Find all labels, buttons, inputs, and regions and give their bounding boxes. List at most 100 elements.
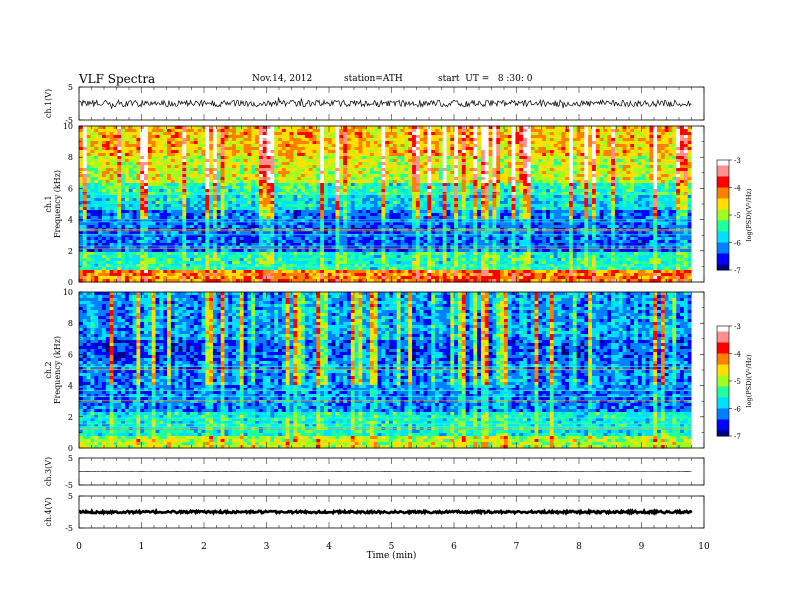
spectrogram-cell xyxy=(216,138,222,142)
spectrogram-cell xyxy=(607,171,612,175)
spectrogram-cell xyxy=(220,150,226,154)
spectrogram-cell xyxy=(457,168,463,172)
spectrogram-cell xyxy=(557,162,562,166)
spectrogram-cell xyxy=(220,138,226,142)
spectrogram-cell xyxy=(205,141,210,145)
spectrogram-cell xyxy=(660,171,666,175)
spectrogram-cell xyxy=(672,135,677,139)
spectrogram-cell xyxy=(664,150,670,154)
spectrogram-cell xyxy=(641,171,647,175)
spectrogram-cell xyxy=(637,162,643,166)
spectrogram-cell xyxy=(465,171,471,175)
spectrogram-cell xyxy=(561,171,566,175)
spectrogram-cell xyxy=(128,159,134,163)
spectrogram-cell xyxy=(507,138,513,142)
spectrogram-cell xyxy=(584,132,589,136)
spectrogram-cell xyxy=(412,147,417,151)
spectrogram-cell xyxy=(308,162,314,166)
spectrogram-cell xyxy=(193,126,199,130)
spectrogram-cell xyxy=(216,141,222,145)
spectrogram-cell xyxy=(653,162,658,166)
spectrogram-cell xyxy=(511,153,517,157)
spectrogram-cell xyxy=(151,129,157,133)
spectrogram-cell xyxy=(572,162,578,166)
spectrogram-cell xyxy=(465,156,471,160)
spectrogram-cell xyxy=(151,138,157,142)
spectrogram-cell xyxy=(327,171,333,175)
spectrogram-cell xyxy=(599,159,605,163)
spectrogram-cell xyxy=(683,156,689,160)
spectrogram-cell xyxy=(79,156,84,160)
spectrogram-cell xyxy=(469,159,474,163)
spectrogram-cell xyxy=(438,138,444,142)
spectrogram-cell xyxy=(603,147,608,151)
spectrogram-cell xyxy=(255,171,260,175)
spectrogram-cell xyxy=(392,138,398,142)
spectrogram-cell xyxy=(258,126,264,130)
spectrogram-cell xyxy=(500,162,505,166)
spectrogram-cell xyxy=(293,129,298,133)
spectrogram-cell xyxy=(484,159,490,163)
spectrogram-cell xyxy=(151,147,157,151)
spectrogram-cell xyxy=(209,171,214,175)
spectrogram-cell xyxy=(611,165,616,169)
spectrogram-cell xyxy=(500,126,505,130)
spectrogram-cell xyxy=(285,156,291,160)
spectrogram-cell xyxy=(193,171,199,175)
spectrogram-cell xyxy=(205,153,210,157)
spectrogram-cell xyxy=(101,171,107,175)
spectrogram-cell xyxy=(614,153,620,157)
spectrogram-cell xyxy=(312,153,317,157)
spectrogram-cell xyxy=(186,174,191,178)
spectrogram-cell xyxy=(109,144,115,148)
spectrogram-cell xyxy=(159,150,164,154)
spectrogram-cell xyxy=(144,129,149,133)
spectrogram-cell xyxy=(312,162,317,166)
spectrogram-cell xyxy=(657,132,662,136)
spectrogram-cell xyxy=(132,162,138,166)
spectrogram-cell xyxy=(320,147,325,151)
spectrogram-cell xyxy=(553,135,559,139)
spectrogram-cell xyxy=(346,162,352,166)
spectrogram-cell xyxy=(561,162,566,166)
spectrogram-cell xyxy=(614,147,620,151)
spectrogram-cell xyxy=(595,165,601,169)
spectrogram-cell xyxy=(530,150,536,154)
spectrogram-cell xyxy=(630,126,635,130)
spectrogram-cell xyxy=(121,144,126,148)
spectrogram-cell xyxy=(128,165,134,169)
spectrogram-cell xyxy=(98,126,103,130)
spectrogram-cell xyxy=(308,153,314,157)
spectrogram-cell xyxy=(144,156,149,160)
spectrogram-cell xyxy=(427,174,432,178)
spectrogram-cell xyxy=(335,159,340,163)
spectrogram-cell xyxy=(159,147,164,151)
spectrogram-cell xyxy=(381,156,386,160)
spectrogram-cell xyxy=(151,171,157,175)
spectrogram-cell xyxy=(465,162,471,166)
spectrogram-cell xyxy=(385,132,390,136)
spectrogram-cell xyxy=(281,135,287,139)
spectrogram-cell xyxy=(339,162,344,166)
spectrogram-cell xyxy=(480,153,486,157)
spectrogram-cell xyxy=(400,165,405,169)
spectrogram-cell xyxy=(109,174,115,178)
spectrogram-cell xyxy=(584,144,589,148)
spectrogram-cell xyxy=(660,162,666,166)
spectrogram-cell xyxy=(611,156,616,160)
spectrogram-cell xyxy=(496,159,501,163)
spectrogram-cell xyxy=(324,135,329,139)
spectrogram-cell xyxy=(634,135,639,139)
spectrogram-cell xyxy=(565,147,570,151)
spectrogram-cell xyxy=(618,162,624,166)
spectrogram-cell xyxy=(641,153,647,157)
spectrogram-cell xyxy=(412,126,417,130)
spectrogram-cell xyxy=(454,150,459,154)
spectrogram-cell xyxy=(523,132,528,136)
spectrogram-cell xyxy=(331,129,337,133)
spectrogram-cell xyxy=(660,141,666,145)
spectrogram-cell xyxy=(136,135,141,139)
spectrogram-cell xyxy=(193,168,199,172)
spectrogram-cell xyxy=(645,150,650,154)
spectrogram-cell xyxy=(492,144,497,148)
